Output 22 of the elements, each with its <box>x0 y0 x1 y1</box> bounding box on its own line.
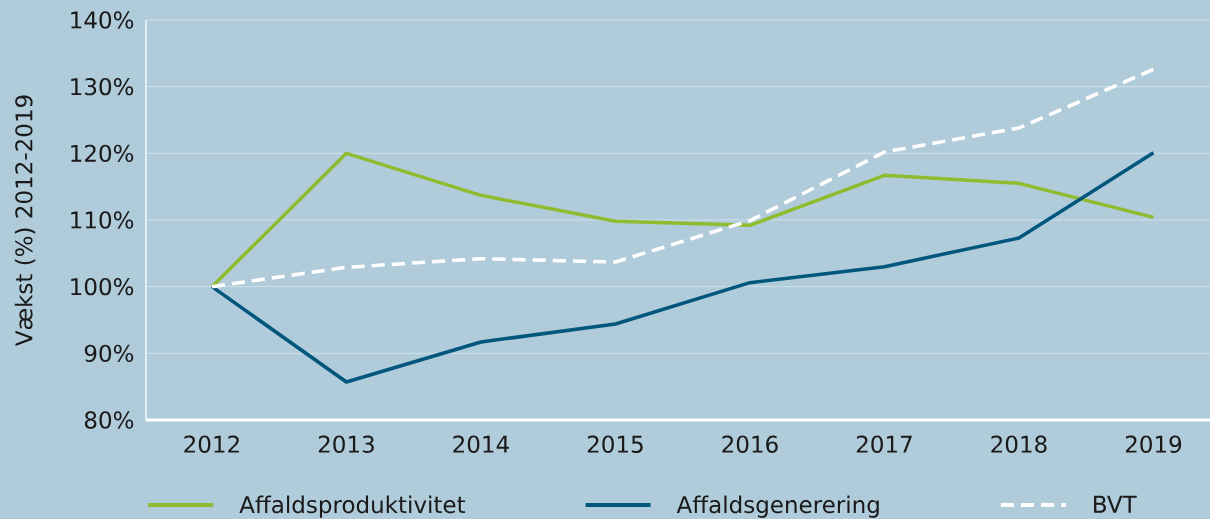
y-tick-label: 100% <box>71 277 134 296</box>
x-tick-label: 2016 <box>722 435 778 453</box>
y-tick-label: 110% <box>71 211 134 229</box>
x-tick-label: 2012 <box>184 435 239 453</box>
legend-label: BVT <box>1094 495 1137 513</box>
x-tick-label: 2018 <box>991 435 1047 453</box>
y-axis-title: Vækst (%) 2012-2019 <box>14 95 36 347</box>
y-tick-label: 90% <box>84 344 134 363</box>
legend-label: Affaldsproduktivitet <box>239 495 466 518</box>
y-tick-label: 120% <box>71 144 134 163</box>
y-tick-label: 140% <box>71 11 134 29</box>
line-series <box>210 151 1156 289</box>
line-series <box>210 150 1156 384</box>
x-tick-label: 2015 <box>587 435 643 453</box>
x-tick-label: 2014 <box>453 435 509 453</box>
y-tick-label: 80% <box>84 411 134 429</box>
x-tick-label: 2017 <box>856 435 912 453</box>
y-tick-label: 130% <box>71 77 134 96</box>
line-series <box>210 67 1156 289</box>
x-tick-label: 2019 <box>1125 435 1182 453</box>
legend-label: Affaldsgenerering <box>676 495 879 518</box>
x-tick-label: 2013 <box>318 435 374 453</box>
